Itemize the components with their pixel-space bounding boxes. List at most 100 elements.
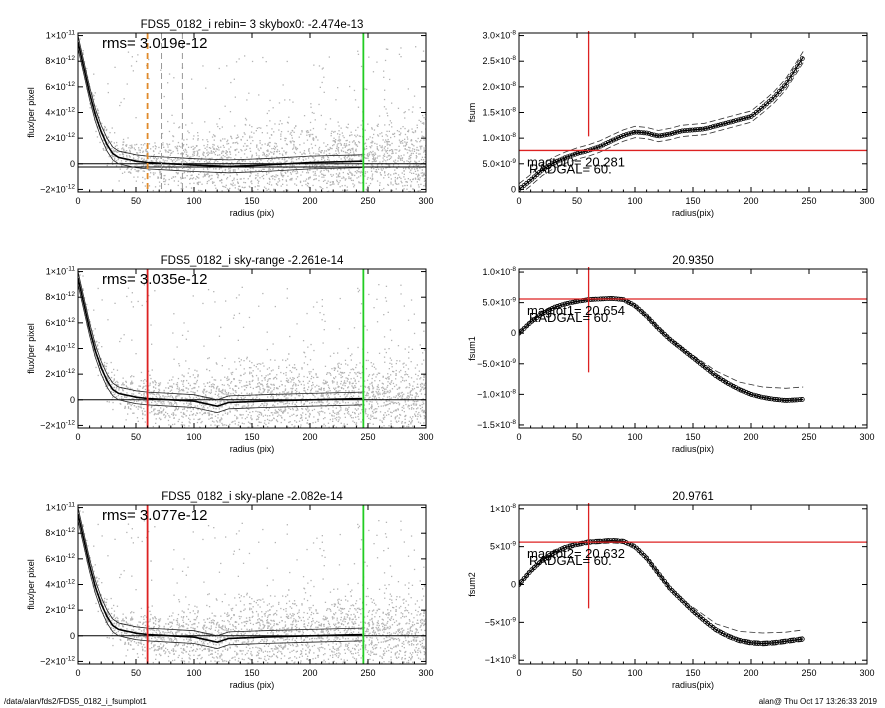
scatter-point bbox=[337, 370, 339, 372]
scatter-point bbox=[404, 374, 406, 376]
scatter-point bbox=[336, 154, 339, 156]
scatter-point bbox=[387, 143, 389, 146]
scatter-point bbox=[286, 205, 287, 206]
scatter-point bbox=[416, 127, 418, 129]
scatter-point bbox=[338, 156, 340, 158]
scatter-point bbox=[343, 136, 345, 139]
scatter-point bbox=[400, 376, 402, 378]
scatter-point bbox=[197, 183, 199, 186]
scatter-point bbox=[227, 157, 229, 159]
scatter-point bbox=[279, 153, 281, 155]
scatter-point bbox=[292, 401, 294, 403]
scatter-point bbox=[295, 125, 297, 127]
scatter-point bbox=[232, 163, 234, 165]
scatter-point bbox=[368, 388, 371, 390]
scatter-point bbox=[275, 150, 278, 153]
scatter-point bbox=[377, 123, 379, 125]
curve-marker bbox=[736, 117, 741, 123]
scatter-point bbox=[401, 182, 403, 184]
scatter-point bbox=[137, 300, 139, 303]
scatter-point bbox=[238, 197, 239, 198]
scatter-point bbox=[241, 422, 243, 424]
scatter-point bbox=[217, 401, 219, 403]
scatter-point bbox=[263, 152, 265, 154]
scatter-point bbox=[200, 404, 203, 407]
scatter-point bbox=[141, 304, 143, 307]
scatter-point bbox=[341, 185, 343, 187]
scatter-point bbox=[127, 137, 129, 139]
scatter-point bbox=[221, 151, 223, 153]
scatter-point bbox=[250, 417, 252, 419]
scatter-point bbox=[389, 196, 390, 197]
scatter-point bbox=[272, 456, 273, 457]
scatter-point bbox=[350, 179, 353, 181]
scatter-point bbox=[97, 374, 99, 377]
scatter-point bbox=[293, 141, 295, 143]
scatter-point bbox=[116, 380, 118, 383]
scatter-point bbox=[291, 134, 293, 137]
scatter-point bbox=[107, 136, 110, 138]
scatter-point bbox=[406, 425, 408, 428]
scatter-point bbox=[190, 187, 193, 189]
scatter-point bbox=[157, 157, 159, 159]
scatter-point bbox=[415, 395, 417, 397]
scatter-point bbox=[406, 396, 408, 398]
scatter-point bbox=[273, 377, 275, 379]
scatter-point bbox=[135, 180, 137, 182]
scatter-point bbox=[268, 158, 270, 160]
scatter-point bbox=[262, 403, 264, 405]
scatter-point bbox=[397, 394, 399, 396]
scatter-point bbox=[198, 155, 200, 158]
y-tick-label: 0 bbox=[70, 159, 75, 169]
scatter-point bbox=[118, 389, 120, 391]
scatter-point bbox=[372, 165, 374, 167]
scatter-point bbox=[189, 407, 191, 409]
scatter-point bbox=[241, 150, 243, 152]
scatter-point bbox=[325, 391, 328, 393]
scatter-point bbox=[302, 158, 304, 161]
scatter-point bbox=[260, 159, 262, 161]
scatter-point bbox=[247, 169, 249, 171]
scatter-point bbox=[230, 372, 232, 374]
scatter-point bbox=[286, 121, 289, 123]
scatter-point bbox=[395, 410, 397, 412]
scatter-point bbox=[374, 170, 376, 173]
scatter-point bbox=[321, 394, 323, 396]
scatter-point bbox=[142, 151, 144, 153]
scatter-point bbox=[416, 146, 418, 149]
scatter-point bbox=[274, 359, 276, 361]
scatter-point bbox=[345, 145, 347, 147]
scatter-point bbox=[298, 136, 300, 138]
scatter-point bbox=[324, 365, 327, 367]
scatter-point bbox=[324, 167, 326, 169]
scatter-point bbox=[385, 351, 387, 354]
scatter-point bbox=[129, 403, 131, 405]
scatter-point bbox=[286, 366, 288, 369]
scatter-point bbox=[388, 194, 389, 195]
scatter-point bbox=[180, 158, 182, 160]
curve-marker bbox=[616, 135, 621, 141]
scatter-point bbox=[409, 390, 412, 392]
scatter-point bbox=[148, 185, 151, 187]
scatter-point bbox=[364, 142, 367, 144]
scatter-point bbox=[160, 407, 162, 409]
scatter-point bbox=[96, 121, 98, 123]
scatter-point bbox=[154, 380, 156, 382]
scatter-point bbox=[215, 187, 217, 189]
scatter-point bbox=[187, 146, 190, 148]
scatter-point bbox=[266, 402, 268, 404]
plot-area bbox=[78, 269, 426, 457]
scatter-point bbox=[168, 73, 171, 75]
scatter-point bbox=[241, 286, 243, 288]
scatter-point bbox=[367, 185, 369, 188]
curve-marker bbox=[662, 132, 667, 138]
scatter-point bbox=[333, 131, 335, 133]
scatter-point bbox=[310, 378, 312, 380]
scatter-point bbox=[162, 409, 164, 412]
scatter-point bbox=[311, 402, 313, 404]
scatter-point bbox=[115, 387, 118, 389]
scatter-point bbox=[110, 155, 112, 157]
scatter-point bbox=[331, 147, 333, 150]
scatter-point bbox=[234, 149, 237, 151]
curve-marker bbox=[799, 56, 805, 61]
